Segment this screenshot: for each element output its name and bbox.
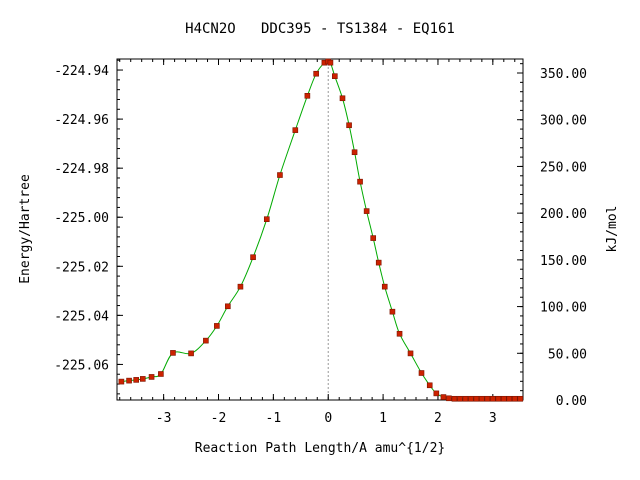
- data-point: [370, 235, 377, 241]
- data-point: [148, 374, 155, 380]
- data-point: [506, 395, 513, 402]
- data-point: [250, 254, 256, 261]
- x-tick-label: -3: [156, 411, 172, 426]
- y-axis-label: Energy/Hartree: [18, 174, 33, 284]
- energy-data-points: [118, 58, 524, 402]
- data-point: [263, 216, 270, 222]
- data-point: [158, 371, 164, 377]
- data-point: [126, 377, 132, 384]
- data-point: [490, 395, 496, 402]
- axis-ticks: [117, 59, 523, 401]
- data-point: [468, 395, 474, 402]
- data-point: [457, 395, 463, 402]
- x-axis-label: Reaction Path Length/A amu^{1/2}: [195, 441, 445, 456]
- data-point: [292, 127, 299, 133]
- data-point: [484, 395, 491, 402]
- data-point: [313, 70, 319, 77]
- data-point: [500, 395, 507, 402]
- x-tick-label: -1: [266, 411, 282, 426]
- data-point: [214, 323, 220, 329]
- data-point: [479, 395, 485, 402]
- plot-frame: [116, 58, 524, 401]
- data-point: [418, 370, 425, 376]
- data-point: [357, 178, 363, 185]
- data-point: [440, 394, 447, 400]
- y-tick-label: -225.02: [54, 260, 109, 275]
- chart-title: H4CN2O DDC395 - TS1384 - EQ161: [185, 21, 455, 37]
- y2-tick-label: 300.00: [540, 114, 587, 129]
- data-point: [426, 382, 433, 389]
- data-point: [495, 395, 502, 402]
- data-point: [332, 73, 338, 79]
- y-tick-labels: -224.94 -224.96 -224.98 -225.00 -225.02 -225.…: [54, 64, 109, 373]
- data-point: [225, 303, 231, 310]
- data-point: [339, 95, 346, 102]
- y2-axis-label: kJ/mol: [605, 206, 620, 253]
- data-point: [277, 172, 283, 178]
- energy-curve-line: [121, 60, 521, 400]
- data-point: [396, 330, 403, 337]
- y2-tick-label: 200.00: [540, 207, 587, 222]
- data-point: [237, 283, 244, 290]
- y2-tick-label: 250.00: [540, 160, 587, 175]
- y-tick-label: -224.98: [54, 162, 109, 177]
- data-point: [188, 350, 194, 357]
- data-point: [389, 308, 396, 315]
- x-tick-label: 0: [324, 411, 332, 426]
- data-point: [517, 395, 524, 402]
- data-point: [511, 395, 518, 402]
- y-tick-label: -224.96: [54, 113, 109, 128]
- y-tick-label: -225.00: [54, 211, 109, 226]
- y2-tick-label: 0.00: [556, 394, 587, 409]
- data-point: [118, 378, 125, 385]
- data-point: [473, 395, 480, 402]
- y-tick-label: -225.04: [54, 309, 109, 324]
- x-tick-label: -2: [211, 411, 227, 426]
- x-tick-labels: -3 -2 -1 0 1 2 3: [156, 411, 497, 426]
- data-point: [351, 149, 358, 156]
- data-point: [304, 92, 311, 99]
- data-point: [346, 122, 352, 129]
- data-point: [462, 395, 469, 402]
- y2-tick-label: 350.00: [540, 67, 587, 82]
- y-tick-label: -225.06: [54, 358, 109, 373]
- data-point: [381, 283, 388, 290]
- data-point: [133, 377, 140, 383]
- data-point: [203, 337, 209, 344]
- data-point: [433, 390, 440, 397]
- data-point: [375, 259, 382, 266]
- y2-tick-label: 100.00: [540, 301, 587, 316]
- data-point: [327, 59, 334, 66]
- x-tick-label: 2: [434, 411, 442, 426]
- data-point: [139, 376, 146, 382]
- data-point: [451, 395, 458, 402]
- x-tick-label: 3: [489, 411, 497, 426]
- y-tick-label: -224.94: [54, 64, 109, 79]
- y2-tick-label: 150.00: [540, 254, 587, 269]
- data-point: [407, 350, 414, 357]
- x-tick-label: 1: [379, 411, 387, 426]
- data-point: [363, 208, 370, 214]
- data-point: [446, 395, 452, 402]
- y2-tick-label: 50.00: [548, 347, 587, 362]
- y2-tick-labels: 350.00 300.00 250.00 200.00 150.00 100.00 50.0…: [540, 67, 587, 409]
- data-point: [170, 350, 176, 356]
